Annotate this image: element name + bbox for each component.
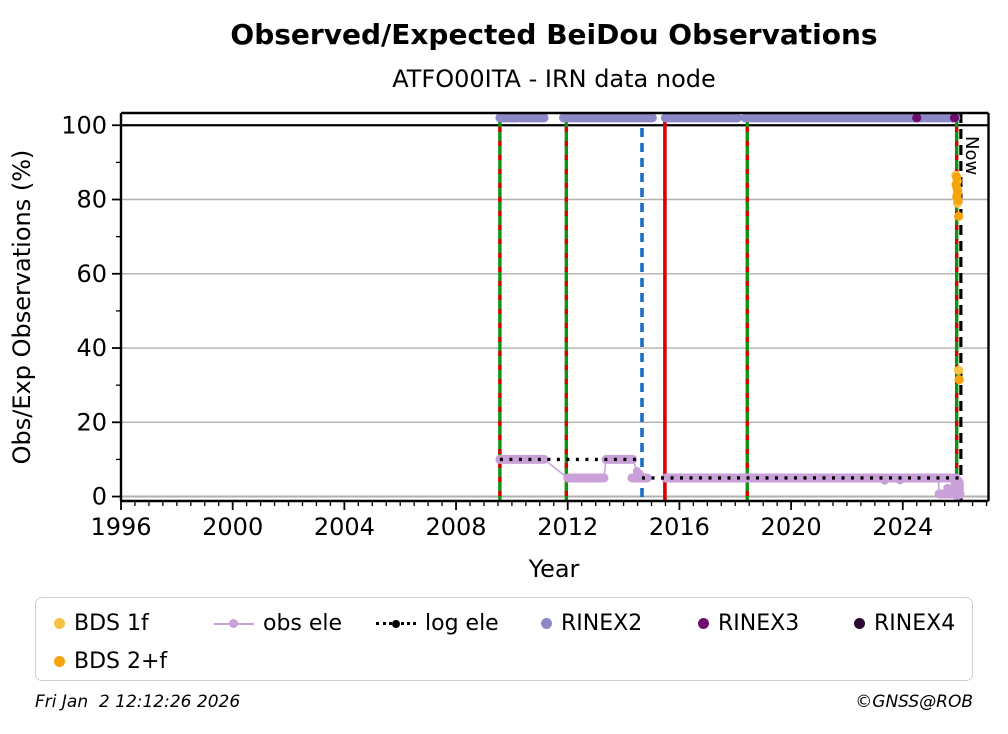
legend-item-rinex4: RINEX4	[854, 608, 955, 638]
data-point	[943, 483, 952, 493]
y-tick-label: 0	[92, 483, 107, 511]
y-tick-label: 20	[76, 408, 107, 436]
x-tick-label: 2008	[426, 513, 487, 541]
data-point	[954, 211, 964, 221]
now-line-label: Now	[961, 136, 982, 175]
legend-item-rinex2: RINEX2	[541, 608, 642, 638]
legend-label: BDS 2+f	[74, 648, 168, 674]
legend-dotted-line-dot-icon	[376, 618, 416, 629]
legend-item-rinex3: RINEX3	[698, 608, 799, 638]
legend: BDS 1f obs ele log ele RINEX2 RINEX3 RINEX4 BD…	[35, 597, 973, 681]
x-tick-label: 2012	[537, 513, 598, 541]
legend-label: RINEX3	[718, 610, 800, 636]
chart-subtitle: ATFO00ITA - IRN data node	[392, 65, 716, 93]
chart-canvas: Observed/Expected BeiDou Observations AT…	[8, 18, 990, 583]
legend-item-log-ele: log ele	[376, 608, 499, 638]
data-point	[952, 172, 962, 182]
legend-label: RINEX4	[874, 610, 956, 636]
data-point	[880, 476, 889, 485]
legend-label: RINEX2	[561, 610, 643, 636]
legend-label: obs ele	[263, 610, 343, 636]
data-point	[954, 374, 964, 385]
plot-area: 1996 2000 2004 2008 2012 2016 2020 2024 0 20 40 60 8…	[61, 111, 990, 541]
footer-credit: ©GNSS@ROB	[855, 692, 973, 712]
legend-item-bds-1f: BDS 1f	[54, 608, 149, 638]
x-tick-label: 2000	[202, 513, 263, 541]
y-tick-label: 60	[76, 260, 107, 288]
footer-timestamp: Fri Jan 2 12:12:26 2026	[35, 692, 241, 712]
data-point	[949, 113, 960, 123]
x-tick-label: 2004	[314, 513, 375, 541]
x-tick-label: 2024	[872, 513, 933, 541]
x-tick-label: 2020	[761, 513, 822, 541]
legend-label: BDS 1f	[74, 610, 149, 636]
legend-dot-icon	[698, 617, 709, 629]
legend-dot-icon	[54, 655, 65, 667]
x-tick-label: 2016	[649, 513, 710, 541]
y-axis-label: Obs/Exp Observations (%)	[8, 150, 36, 465]
series-bds-2-f	[951, 172, 964, 385]
legend-dot-icon	[541, 617, 552, 629]
legend-item-obs-ele: obs ele	[214, 608, 342, 638]
data-point	[912, 113, 922, 123]
data-point	[895, 476, 905, 485]
legend-label: log ele	[425, 610, 499, 636]
x-axis-label: Year	[528, 555, 580, 583]
x-tick-label: 1996	[90, 513, 151, 541]
legend-dot-icon	[854, 617, 865, 629]
data-point	[953, 195, 963, 205]
legend-line-dot-icon	[214, 618, 254, 629]
series-obs-ele	[495, 454, 965, 501]
legend-marker-icon	[392, 619, 400, 628]
y-tick-label: 100	[61, 111, 107, 139]
legend-marker-icon	[229, 618, 238, 628]
data-point	[635, 469, 644, 478]
y-tick-label: 40	[76, 334, 107, 362]
legend-item-bds-2-f: BDS 2+f	[54, 646, 167, 676]
legend-dot-icon	[54, 617, 65, 629]
chart-title: Observed/Expected BeiDou Observations	[230, 18, 877, 51]
series-rinex3	[912, 113, 960, 123]
y-tick-label: 80	[76, 186, 107, 214]
connector	[543, 458, 569, 479]
data-point	[954, 365, 964, 375]
